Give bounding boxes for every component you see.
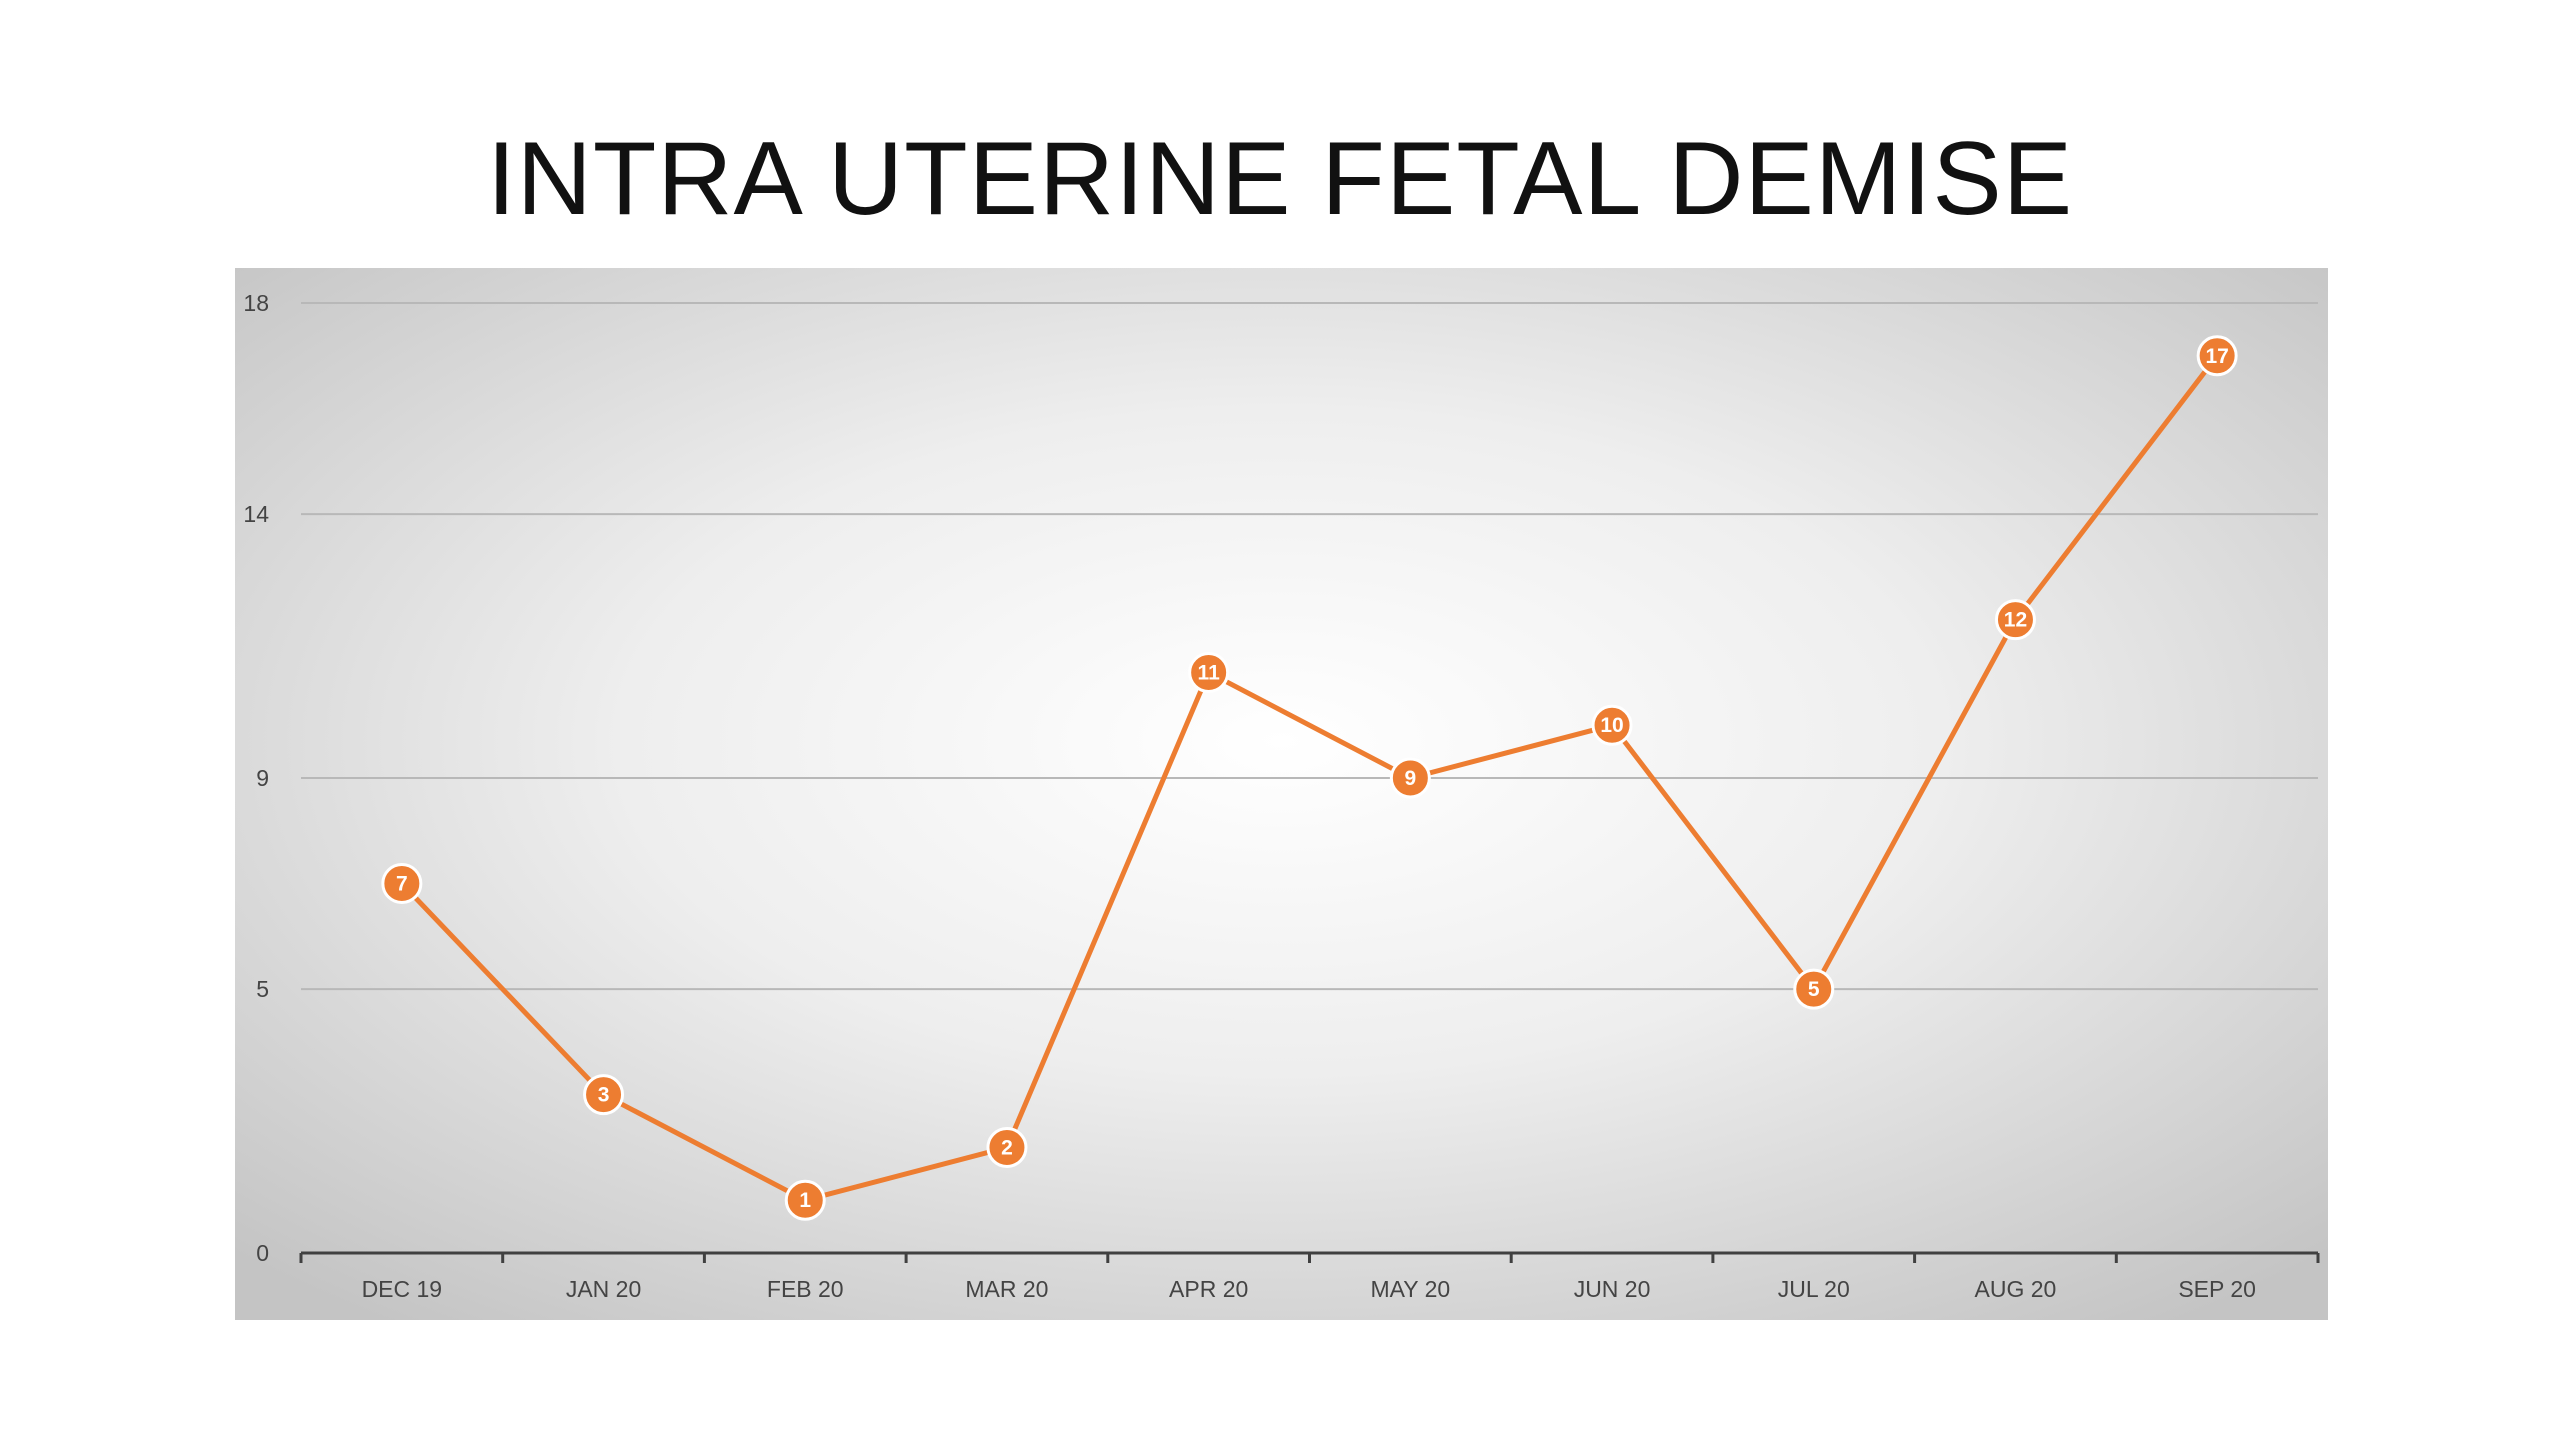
- data-label: 7: [396, 873, 408, 896]
- data-label: 2: [1001, 1136, 1013, 1159]
- y-tick-label: 9: [256, 765, 269, 791]
- data-point: [1389, 757, 1431, 799]
- data-point: [1793, 968, 1835, 1010]
- data-label: 5: [1808, 978, 1820, 1001]
- data-point: [986, 1126, 1028, 1168]
- data-point: [1188, 651, 1230, 693]
- data-label: 10: [1600, 714, 1623, 737]
- data-point: [1994, 599, 2036, 641]
- y-tick-label: 14: [243, 501, 269, 527]
- x-tick-label: MAY 20: [1370, 1276, 1450, 1302]
- x-tick-label: JAN 20: [566, 1276, 641, 1302]
- y-tick-label: 5: [256, 976, 269, 1002]
- chart-title: INTRA UTERINE FETAL DEMISE: [486, 121, 2074, 237]
- series-line: [399, 353, 2220, 1203]
- plot-background: [235, 268, 2328, 1320]
- data-point: [784, 1179, 826, 1221]
- x-tick-label: DEC 19: [362, 1276, 443, 1302]
- data-label: 11: [1198, 661, 1221, 684]
- x-tick-label: MAR 20: [965, 1276, 1048, 1302]
- data-label: 9: [1405, 767, 1417, 790]
- data-label: 12: [2004, 609, 2027, 632]
- y-tick-label: 18: [243, 290, 269, 316]
- data-label: 3: [598, 1084, 610, 1107]
- data-label: 1: [799, 1189, 811, 1212]
- x-tick-label: FEB 20: [767, 1276, 844, 1302]
- chart-area: 0 5 9 14 18 DEC 19 JAN 20 FEB 20 MAR 20 APR 20 MAY…: [235, 268, 2328, 1320]
- x-tick-label: JUN 20: [1574, 1276, 1651, 1302]
- data-label: 17: [2205, 345, 2228, 368]
- data-point: [381, 863, 423, 905]
- x-tick-label: JUL 20: [1778, 1276, 1850, 1302]
- x-tick-label: SEP 20: [2178, 1276, 2256, 1302]
- y-tick-label: 0: [256, 1240, 269, 1266]
- x-tick-label: APR 20: [1169, 1276, 1248, 1302]
- x-tick-label: AUG 20: [1975, 1276, 2057, 1302]
- data-point: [1591, 704, 1633, 746]
- data-point: [583, 1074, 625, 1116]
- data-point: [2196, 335, 2238, 377]
- line-chart: 0 5 9 14 18 DEC 19 JAN 20 FEB 20 MAR 20 APR 20 MAY…: [235, 268, 2328, 1320]
